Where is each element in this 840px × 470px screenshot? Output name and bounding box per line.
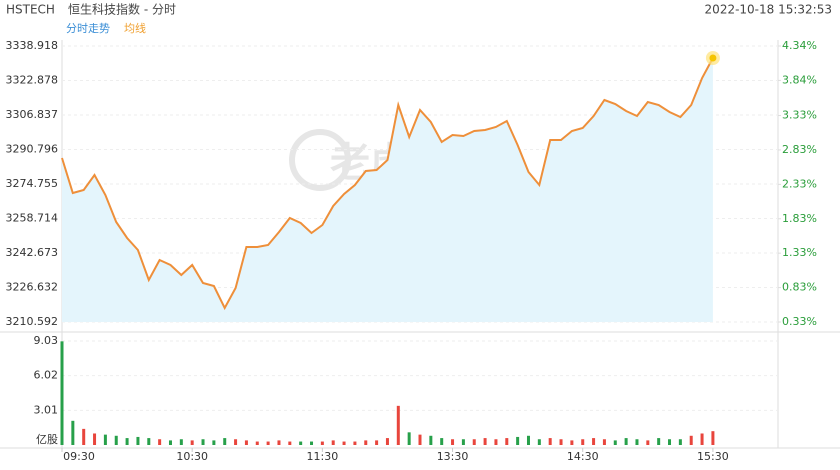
price-line (61, 57, 714, 311)
volume-bar (255, 441, 259, 445)
legend-item: 均线 (124, 21, 146, 35)
volume-tick-label: 9.03 (34, 334, 59, 347)
volume-bar (440, 438, 444, 445)
volume-bar (678, 439, 682, 445)
volume-bar (396, 405, 400, 445)
volume-tick-label: 3.01 (34, 403, 59, 416)
volume-bar (429, 435, 433, 445)
volume-bar (537, 439, 541, 445)
volume-bar (266, 441, 270, 445)
y2-tick-label: 0.33% (782, 315, 817, 328)
volume-bar (505, 438, 509, 445)
volume-bar (461, 439, 465, 445)
volume-bar (342, 441, 346, 445)
x-tick-label: 13:30 (437, 450, 469, 463)
volume-bar (179, 439, 183, 445)
x-tick-label: 11:30 (307, 450, 339, 463)
volume-tick-label: 6.02 (34, 369, 59, 382)
volume-bar (60, 341, 64, 445)
volume-bar (451, 439, 455, 445)
volume-bar (624, 438, 628, 445)
y-tick-label: 3290.796 (6, 142, 59, 155)
y2-tick-label: 0.83% (782, 281, 817, 294)
y-tick-label: 3306.837 (6, 108, 59, 121)
volume-bar (201, 439, 205, 445)
volume-bar (385, 438, 389, 445)
x-tick-label: 09:30 (63, 450, 95, 463)
y2-tick-label: 3.33% (782, 109, 817, 122)
y-tick-label: 3322.878 (6, 73, 59, 86)
y2-tick-label: 4.34% (782, 39, 817, 52)
volume-bar (114, 435, 118, 445)
volume-bar (93, 433, 97, 445)
price-area (62, 58, 713, 322)
index-name: 恒生科技指数 - 分时 (68, 2, 176, 17)
volume-bar (168, 440, 172, 445)
datetime: 2022-10-18 15:32:53 (705, 3, 832, 17)
volume-bar (158, 439, 162, 445)
volume-bar (277, 440, 281, 445)
volume-bar (711, 431, 715, 445)
volume-bar (602, 439, 606, 445)
volume-bar (331, 440, 335, 445)
legend-item: 分时走势 (66, 22, 110, 35)
volume-bar (581, 439, 585, 445)
volume-unit: 亿股 (36, 433, 58, 446)
y-tick-label: 3274.755 (6, 177, 59, 190)
x-tick-label: 10:30 (176, 450, 208, 463)
volume-bar (418, 434, 422, 445)
volume-bar (472, 439, 476, 445)
volume-bar (147, 438, 151, 445)
volume-bar (548, 438, 552, 445)
volume-bar (635, 439, 639, 445)
last-point (709, 54, 717, 62)
y-tick-label: 3258.714 (6, 212, 59, 225)
volume-bar (103, 434, 107, 445)
volume-bar (657, 438, 661, 445)
volume-bar (212, 440, 216, 445)
volume-bar (190, 440, 194, 445)
x-tick-label: 15:30 (697, 450, 729, 463)
volume-bar (299, 441, 303, 445)
volume-bar (71, 420, 75, 445)
volume-bar (407, 432, 411, 445)
volume-bar (136, 436, 140, 445)
volume-bar (320, 441, 324, 445)
volume-bar (310, 441, 314, 445)
volume-bar (375, 440, 379, 445)
volume-bar (689, 435, 693, 445)
y2-tick-label: 2.83% (782, 143, 817, 156)
y-tick-label: 3226.632 (6, 281, 59, 294)
x-tick-label: 14:30 (567, 450, 599, 463)
volume-bar (223, 438, 227, 445)
symbol: HSTECH (6, 3, 55, 17)
y-tick-label: 3338.918 (6, 39, 59, 52)
volume-bar (700, 433, 704, 445)
volume-bar (125, 438, 129, 445)
volume-bar (244, 440, 248, 445)
y2-tick-label: 1.83% (782, 212, 817, 225)
volume-bar (570, 440, 574, 445)
volume-bar (353, 441, 357, 445)
y2-tick-label: 1.33% (782, 246, 817, 259)
volume-bar (483, 438, 487, 445)
y-tick-label: 3242.673 (6, 246, 59, 259)
y-tick-label: 3210.592 (6, 315, 59, 328)
volume-bar (646, 440, 650, 445)
volume-bar (668, 439, 672, 445)
volume-bar (494, 439, 498, 445)
volume-bar (526, 435, 530, 445)
volume-bar (559, 439, 563, 445)
volume-bar (592, 438, 596, 445)
volume-bar (613, 440, 617, 445)
y2-tick-label: 3.84% (782, 73, 817, 86)
volume-bar (234, 439, 238, 445)
watermark-logo (289, 129, 351, 191)
volume-bar (516, 436, 520, 445)
volume-bar (364, 440, 368, 445)
y2-tick-label: 2.33% (782, 177, 817, 190)
volume-bar (82, 428, 86, 445)
volume-bar (288, 441, 292, 445)
